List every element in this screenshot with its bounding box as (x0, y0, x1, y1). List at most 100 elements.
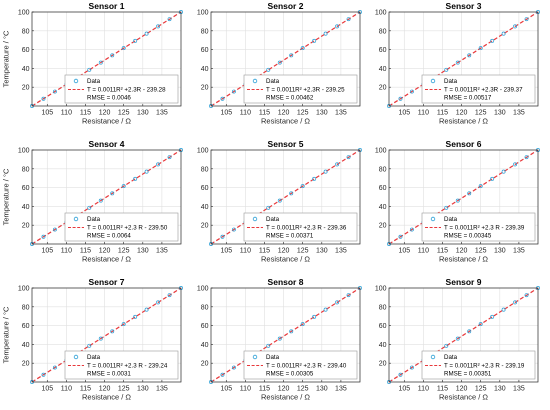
data-point (41, 96, 46, 101)
y-tick-label: 20 (201, 223, 209, 230)
data-point (300, 46, 305, 51)
legend-marker-icon (73, 354, 79, 360)
data-point (398, 96, 403, 101)
data-point (335, 300, 340, 305)
x-tick-label: 110 (240, 386, 251, 393)
y-tick-label: 40 (22, 66, 30, 73)
y-tick-label: 100 (197, 10, 209, 17)
legend-marker-icon (73, 78, 79, 84)
data-point (490, 176, 495, 181)
fit-line (210, 11, 361, 107)
x-tick-label: 135 (513, 248, 525, 255)
data-point (398, 234, 403, 239)
x-tick-label: 135 (335, 248, 347, 255)
x-axis-label: Resistance / Ω (82, 117, 131, 126)
subplot-6: 105 110 115 120 125 130 135 20 40 60 80 100 Sensor 6… (375, 139, 540, 264)
x-tick-label: 120 (99, 386, 111, 393)
x-tick-label: 115 (80, 110, 91, 117)
legend-fit-label: T = 0.0011R² +2.3 R - 239.50 (87, 225, 168, 232)
fit-line (210, 287, 361, 383)
subplot-title: Sensor 4 (89, 139, 125, 149)
axes-box (210, 287, 361, 383)
y-tick-label: 100 (375, 286, 387, 293)
data-point (478, 322, 483, 327)
fit-line (388, 149, 539, 245)
data-point (231, 89, 236, 94)
data-point (167, 17, 172, 22)
subplot-title: Sensor 8 (268, 277, 304, 287)
data-point (133, 176, 138, 181)
data-point (52, 227, 57, 232)
subplot-7: 105 110 115 120 125 130 135 20 40 60 80 100 Sensor 7… (2, 277, 183, 402)
data-point (455, 198, 460, 203)
x-tick-label: 135 (156, 110, 168, 117)
data-point (467, 329, 472, 334)
legend-marker-icon (73, 216, 79, 222)
x-tick-label: 120 (456, 248, 468, 255)
y-tick-label: 80 (22, 304, 30, 311)
legend-fit-label: T = 0.0011R² +2.3R - 239.28 (87, 87, 166, 94)
subplot-title: Sensor 9 (446, 277, 482, 287)
x-axis-label: Resistance / Ω (82, 393, 131, 402)
data-point (490, 314, 495, 319)
data-point (289, 191, 294, 196)
legend-fit-label: T = 0.0011R² +2.3 R - 239.24 (87, 363, 168, 370)
legend-fit-label: T = 0.0011R² +2.3 R - 239.39 (444, 225, 525, 232)
x-tick-label: 130 (316, 386, 328, 393)
axes-box (210, 149, 361, 245)
legend-data-label: Data (266, 216, 280, 223)
subplot-title: Sensor 1 (89, 1, 125, 11)
y-tick-label: 80 (379, 166, 387, 173)
x-axis-label: Resistance / Ω (439, 393, 488, 402)
x-tick-label: 130 (316, 110, 328, 117)
data-point (323, 307, 328, 312)
legend-rmse-label: RMSE = 0.0031 (87, 371, 131, 378)
x-axis-label: Resistance / Ω (261, 393, 310, 402)
y-tick-label: 40 (379, 204, 387, 211)
fit-line (31, 287, 182, 383)
y-tick-label: 80 (201, 166, 209, 173)
subplot-9: 105 110 115 120 125 130 135 20 40 60 80 100 Sensor 9… (375, 277, 540, 402)
x-tick-label: 105 (220, 248, 232, 255)
data-point (144, 307, 149, 312)
data-point (335, 24, 340, 29)
x-tick-label: 110 (61, 386, 72, 393)
y-tick-label: 80 (22, 166, 30, 173)
data-point (335, 162, 340, 167)
legend-rmse-label: RMSE = 0.00371 (266, 233, 314, 240)
x-tick-label: 120 (99, 248, 111, 255)
data-point (444, 205, 449, 210)
legend-rmse-label: RMSE = 0.00462 (266, 95, 314, 102)
y-axis-label: Temperature / °C (2, 306, 11, 363)
axes-box (31, 287, 182, 383)
data-point (478, 184, 483, 189)
y-tick-label: 20 (201, 361, 209, 368)
legend-marker-icon (430, 78, 436, 84)
x-tick-label: 110 (240, 248, 251, 255)
subplot-title: Sensor 2 (268, 1, 304, 11)
legend-data-label: Data (87, 78, 101, 85)
y-tick-label: 100 (18, 286, 30, 293)
x-tick-label: 105 (41, 110, 53, 117)
x-tick-label: 120 (99, 110, 111, 117)
x-tick-label: 120 (278, 248, 290, 255)
y-tick-label: 100 (197, 286, 209, 293)
data-point (346, 293, 351, 298)
x-tick-label: 110 (418, 248, 429, 255)
data-point (289, 53, 294, 58)
x-tick-label: 115 (80, 386, 91, 393)
x-tick-label: 120 (278, 110, 290, 117)
legend-rmse-label: RMSE = 0.00517 (444, 95, 492, 102)
x-tick-label: 105 (41, 248, 53, 255)
y-tick-label: 80 (22, 28, 30, 35)
x-tick-label: 125 (118, 110, 130, 117)
x-tick-label: 125 (475, 110, 487, 117)
data-point (156, 162, 161, 167)
legend-data-label: Data (87, 216, 101, 223)
x-axis-label: Resistance / Ω (82, 255, 131, 264)
axes-box (210, 11, 361, 107)
x-tick-label: 130 (137, 248, 149, 255)
